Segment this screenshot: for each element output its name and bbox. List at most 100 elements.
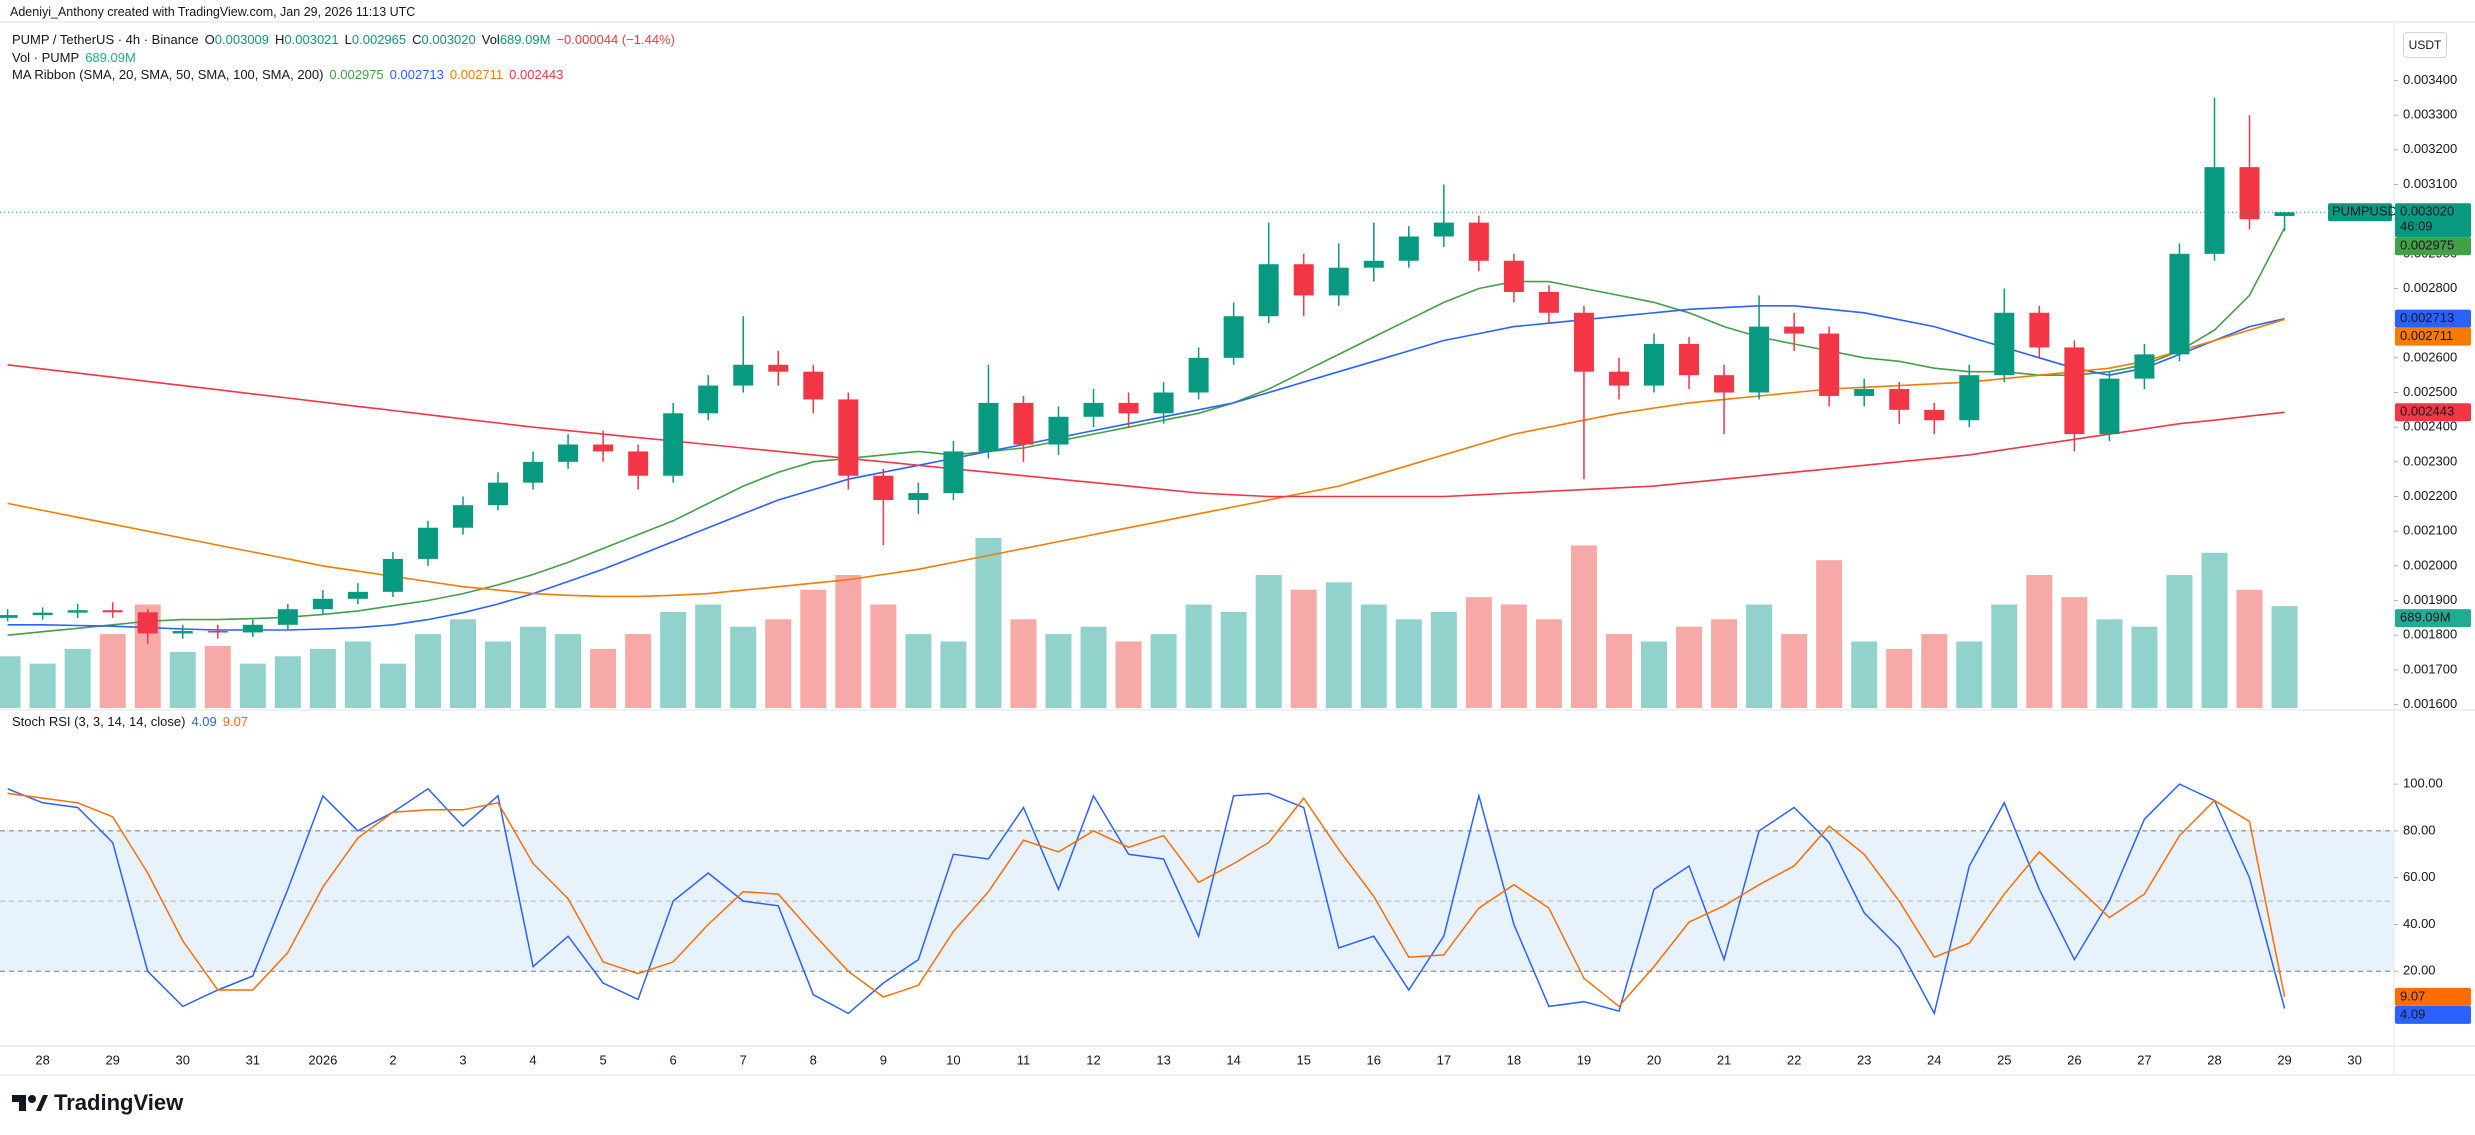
candle-body: [838, 399, 859, 476]
candle-body: [2134, 354, 2155, 379]
candle-body: [2064, 347, 2085, 435]
stoch-badge-bg: [2395, 987, 2471, 1006]
currency-button[interactable]: USDT: [2403, 32, 2447, 58]
candle-body: [1398, 236, 1419, 261]
stoch-badge: 9.07: [2400, 988, 2425, 1003]
volume-bar: [1115, 641, 1142, 708]
y-tick-label: 0.002500: [2403, 384, 2457, 399]
x-tick-label: 2: [389, 1052, 396, 1067]
stoch-badge-bg: [2395, 1005, 2471, 1024]
stoch-title: Stoch RSI (3, 3, 14, 14, close): [12, 714, 186, 729]
ohlc-value: 689.09M: [499, 32, 551, 47]
ohlc-key: C: [412, 32, 422, 47]
candle-body: [1048, 416, 1069, 445]
y-tick-label: 60.00: [2403, 869, 2436, 884]
x-tick-label: 28: [35, 1052, 49, 1067]
candle-body: [1083, 402, 1104, 417]
y-tick-label: 0.003300: [2403, 107, 2457, 122]
volume-bar: [1991, 604, 2018, 708]
candle-body: [1188, 357, 1209, 393]
volume-badge-bg: [2395, 609, 2471, 628]
countdown: 46:09: [2400, 219, 2433, 234]
stoch-legend: Stoch RSI (3, 3, 14, 14, close) 4.09 9.07: [12, 714, 248, 729]
volume-bar: [730, 626, 757, 708]
volume-bar: [870, 604, 897, 708]
candle-body: [978, 402, 999, 452]
x-tick-label: 26: [2067, 1052, 2081, 1067]
candle-body: [2204, 167, 2225, 254]
candle-body: [2274, 212, 2295, 217]
y-tick-label: 0.002000: [2403, 557, 2457, 572]
volume-bar: [520, 626, 547, 708]
ohlc-key: H: [275, 32, 285, 47]
volume-bar: [695, 604, 722, 708]
candle-body: [1118, 402, 1139, 414]
x-tick-label: 2026: [308, 1052, 337, 1067]
x-tick-label: 10: [946, 1052, 960, 1067]
y-tick-label: 0.002300: [2403, 453, 2457, 468]
candle-body: [102, 610, 123, 613]
candle-body: [943, 451, 964, 494]
x-tick-label: 9: [880, 1052, 887, 1067]
volume-bar: [309, 648, 336, 708]
x-tick-label: 17: [1437, 1052, 1451, 1067]
y-tick-label: 0.002100: [2403, 523, 2457, 538]
volume-bar: [1290, 589, 1317, 708]
ma-value: 0.002711: [449, 67, 504, 82]
volume-bar: [344, 641, 371, 708]
volume-bar: [660, 611, 687, 708]
change: −0.000044 (−1.44%): [556, 32, 675, 47]
x-tick-label: 13: [1156, 1052, 1170, 1067]
volume-bar: [1851, 641, 1878, 708]
ma-badge: 0.002711: [2400, 328, 2453, 343]
ma-line: [7, 364, 2285, 498]
stoch-value: 9.07: [222, 714, 249, 729]
x-tick-label: 7: [740, 1052, 747, 1067]
ohlc-value: 0.003009: [214, 32, 270, 47]
candle-body: [2169, 253, 2190, 355]
candle-body: [1153, 392, 1174, 414]
candle-body: [1328, 267, 1349, 296]
volume-bar: [2096, 619, 2123, 708]
candle-body: [593, 444, 614, 452]
y-tick-label: 0.002600: [2403, 349, 2457, 364]
ma-badge-bg: [2395, 237, 2471, 256]
ohlc-key: Vol: [481, 32, 500, 47]
watermark-text: TradingView: [54, 1090, 184, 1115]
candle-body: [1293, 264, 1314, 296]
volume-bar: [1150, 634, 1177, 708]
y-tick-label: 0.002800: [2403, 280, 2457, 295]
volume-bar: [414, 634, 441, 708]
volume-bar: [1395, 619, 1422, 708]
ohlc-item: C0.003020: [412, 32, 476, 47]
ma-badge: 0.002975: [2400, 238, 2454, 253]
volume-bar: [1816, 560, 1843, 708]
stoch-badge: 4.09: [2400, 1006, 2425, 1021]
x-tick-label: 12: [1086, 1052, 1100, 1067]
volume-bar: [274, 656, 301, 708]
volume-bar: [765, 619, 792, 708]
candle-body: [0, 615, 18, 618]
candle-body: [733, 364, 754, 386]
candle-body: [452, 505, 473, 528]
candle-body: [242, 624, 263, 633]
volume-bar: [204, 645, 231, 708]
x-tick-label: 25: [1997, 1052, 2011, 1067]
candle-body: [137, 612, 158, 634]
volume-bar: [1711, 619, 1738, 708]
ma-badge: 0.002713: [2400, 310, 2454, 325]
candle-body: [32, 612, 53, 616]
candle-body: [803, 371, 824, 400]
x-tick-label: 22: [1787, 1052, 1801, 1067]
ohlc-key: O: [204, 32, 215, 47]
candle-body: [1258, 264, 1279, 317]
candle-body: [1573, 312, 1594, 372]
volume-bar: [1605, 634, 1632, 708]
volume-bar: [2236, 589, 2263, 708]
volume-bar: [1220, 611, 1247, 708]
x-tick-label: 4: [529, 1052, 536, 1067]
volume-bar: [2201, 552, 2228, 708]
chart-layer: 0.001600 0.001700 0.001800 0.001900 0.002000…: [0, 21, 2475, 1076]
x-tick-label: 28: [2207, 1052, 2221, 1067]
